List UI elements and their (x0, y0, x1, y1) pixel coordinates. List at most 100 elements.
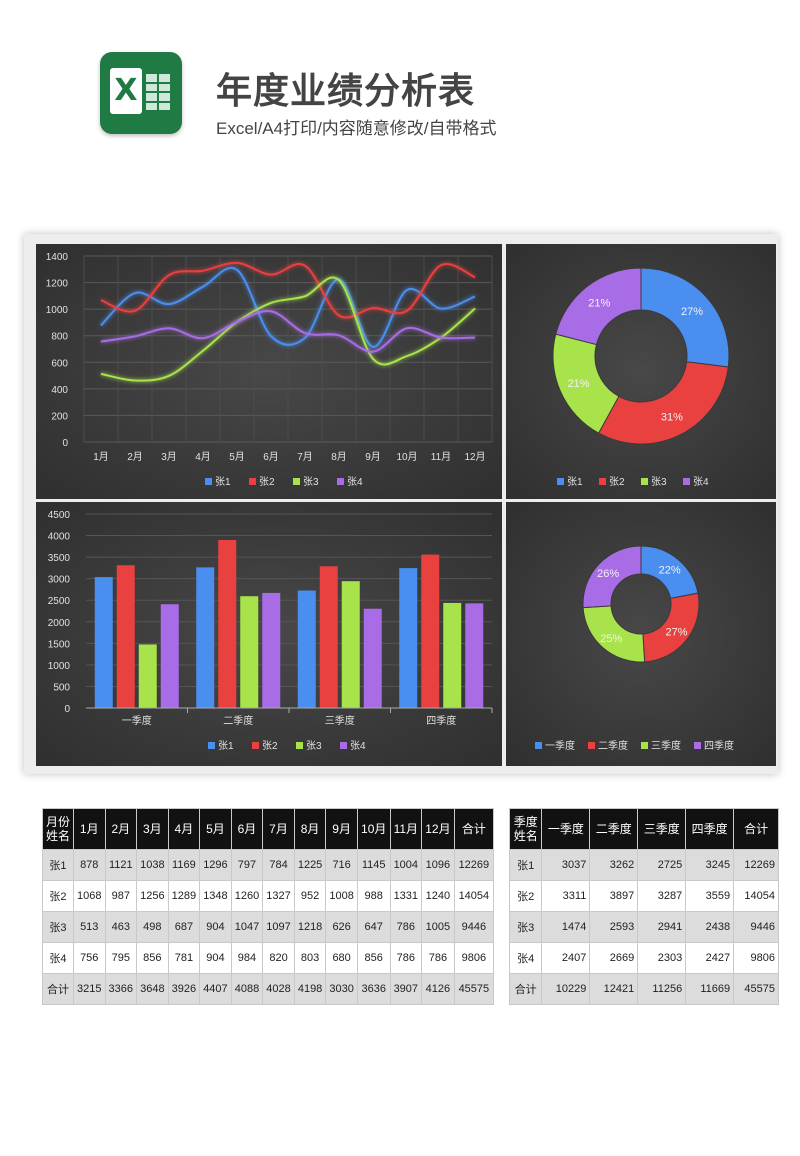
legend-label: 张3 (303, 476, 319, 488)
y-tick-label: 1500 (48, 639, 71, 650)
table-cell: 952 (293, 880, 327, 912)
col-header: 1月 (72, 808, 106, 850)
donut-slice-张2 (597, 361, 729, 445)
bar-张2-三季度 (319, 566, 338, 708)
legend-swatch (683, 478, 690, 485)
table-cell: 14054 (453, 880, 495, 912)
donut-data-label: 31% (661, 412, 683, 424)
table-row: 合计 3215 3366 3648 3926 4407 4088 4028 4198 3030 36… (42, 973, 495, 1005)
page-header: X 年度业绩分析表 Excel/A4打印/内容随意修改/自带格式 (0, 0, 800, 160)
donut-slice-四季度 (582, 545, 642, 609)
table-cell: 45575 (453, 973, 495, 1005)
table-cell: 716 (325, 849, 358, 881)
col-header: 5月 (199, 808, 232, 850)
col-header: 11月 (389, 808, 423, 850)
legend-label: 张2 (259, 476, 275, 488)
table-cell: 12421 (589, 973, 639, 1005)
table-cell: 11256 (637, 973, 687, 1005)
table-cell: 11669 (685, 973, 735, 1005)
y-tick-label: 4000 (48, 532, 71, 543)
table-cell: 2427 (685, 942, 735, 974)
bar-张4-二季度 (262, 592, 281, 708)
legend-label: 张3 (306, 740, 322, 752)
y-tick-label: 600 (51, 358, 68, 369)
legend-swatch (252, 742, 259, 749)
bar-张1-二季度 (196, 567, 215, 708)
col-header: 二季度 (589, 808, 639, 850)
table-cell: 1096 (421, 849, 455, 881)
table-cell: 9806 (733, 942, 779, 974)
table-cell: 3030 (325, 973, 358, 1005)
x-tick-label: 1月 (93, 451, 109, 463)
table-cell: 1145 (356, 849, 391, 881)
table-cell: 786 (389, 942, 423, 974)
page-title: 年度业绩分析表 (216, 70, 476, 111)
bar-张2-二季度 (218, 539, 237, 708)
legend-swatch (296, 742, 303, 749)
table-cell: 803 (293, 942, 327, 974)
legend-swatch (249, 478, 256, 485)
table-cell: 9806 (453, 942, 495, 974)
x-tick-label: 5月 (229, 451, 245, 463)
corner-bottom-label: 姓名 (513, 829, 538, 843)
donut-data-label: 22% (659, 564, 681, 576)
legend-label: 张3 (651, 476, 667, 488)
table-row: 张1 3037 3262 2725 3245 12269 (508, 849, 779, 881)
table-cell: 856 (136, 942, 169, 974)
legend-swatch (641, 478, 648, 485)
table-row: 张2 3311 3897 3287 3559 14054 (508, 880, 779, 912)
table-cell: 647 (356, 911, 391, 943)
table-cell: 1327 (262, 880, 295, 912)
y-tick-label: 0 (64, 704, 70, 715)
donut-data-label: 21% (568, 378, 590, 390)
series-line-张1 (100, 266, 476, 348)
row-label: 张1 (508, 849, 543, 881)
donut-slice-张4 (555, 267, 642, 346)
excel-icon: X (100, 52, 182, 134)
table-row: 张3 513 463 498 687 904 1047 1097 1218 626 647 786 10… (42, 911, 495, 943)
excel-letter: X (110, 68, 142, 114)
table-cell: 1218 (293, 911, 327, 943)
bar-chart-panel: 0 500 1000 1500 2000 2500 3000 3500 4000 4500 一季度 二… (36, 502, 502, 766)
legend-swatch (535, 742, 542, 749)
year-donut-chart: 27% 31% 21% 21% 张1 张2 张3 张4 (552, 267, 730, 488)
dashboard-board: 0 200 400 600 800 1000 1200 1400 1月 2月 3月 4月 5月 6月 7月 8… (24, 234, 778, 774)
table-cell: 626 (325, 911, 358, 943)
monthly-corner-header: 月份 姓名 (42, 808, 74, 850)
col-header: 6月 (230, 808, 264, 850)
table-cell: 1047 (230, 911, 264, 943)
y-tick-label: 800 (51, 332, 68, 343)
x-tick-label: 四季度 (426, 714, 456, 727)
table-cell: 4028 (262, 973, 295, 1005)
table-cell: 2669 (589, 942, 639, 974)
legend-label: 张1 (218, 740, 234, 752)
table-cell: 1296 (199, 849, 232, 881)
table-cell: 2941 (637, 911, 687, 943)
table-cell: 3037 (541, 849, 591, 881)
table-cell: 14054 (733, 880, 779, 912)
table-cell: 4407 (199, 973, 232, 1005)
table-cell: 784 (262, 849, 295, 881)
bar-张4-三季度 (363, 608, 382, 708)
table-cell: 12269 (733, 849, 779, 881)
x-tick-label: 7月 (297, 451, 313, 463)
table-cell: 2407 (541, 942, 591, 974)
bar-张3-一季度 (138, 644, 157, 708)
table-cell: 1008 (325, 880, 358, 912)
series-line-张4 (100, 310, 476, 353)
col-header: 合计 (453, 808, 495, 850)
y-tick-label: 0 (62, 438, 68, 449)
y-tick-label: 2000 (48, 618, 71, 629)
col-header: 三季度 (637, 808, 687, 850)
corner-top-label: 季度 (513, 815, 538, 829)
legend-swatch (340, 742, 347, 749)
table-cell: 513 (72, 911, 106, 943)
x-tick-label: 6月 (263, 451, 279, 463)
data-tables: 月份 姓名 1月 2月 3月 4月 5月 6月 7月 8月 9月 10月 11月 … (42, 808, 780, 1005)
table-cell: 3245 (685, 849, 735, 881)
legend-swatch (293, 478, 300, 485)
table-cell: 3287 (637, 880, 687, 912)
table-cell: 1240 (421, 880, 455, 912)
quarter-donut-chart: 22% 27% 25% 26% 一季度 二季度 三季度 四季度 (535, 545, 734, 752)
line-chart-panel: 0 200 400 600 800 1000 1200 1400 1月 2月 3月 4月 5月 6月 7月 8… (36, 244, 502, 499)
